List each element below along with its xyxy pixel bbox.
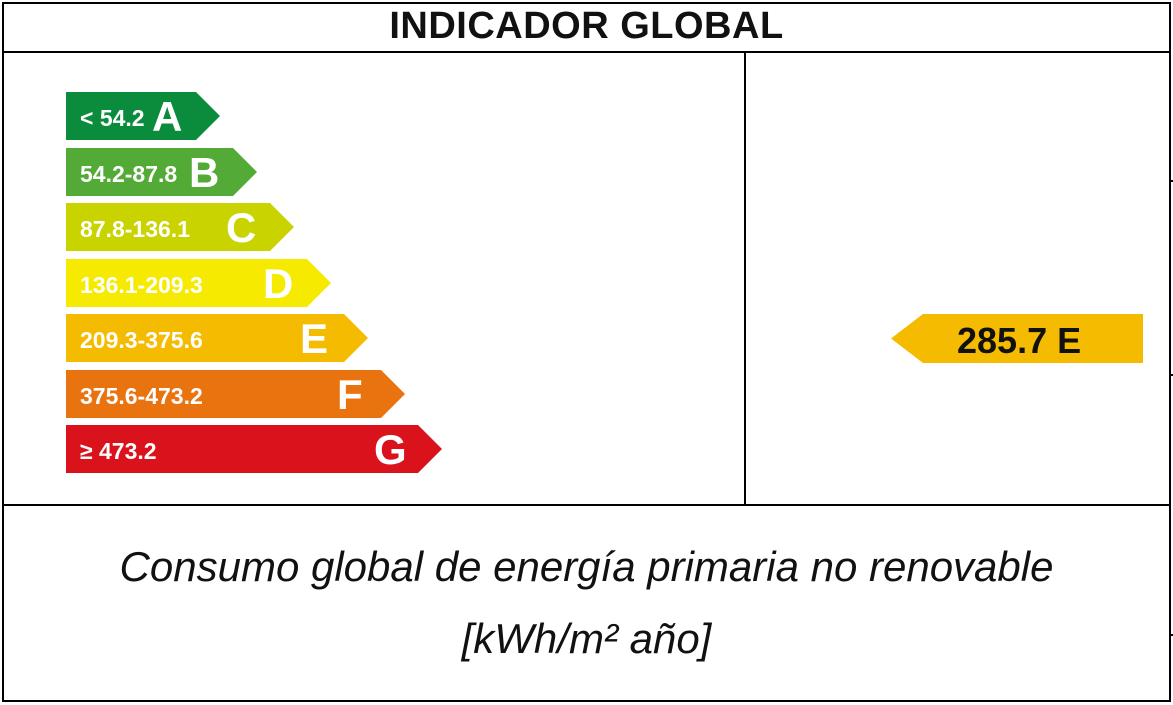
column-divider xyxy=(744,53,746,505)
rating-bar-b: 54.2-87.8 B xyxy=(66,148,257,196)
rating-letter: G xyxy=(374,426,407,473)
rating-bar-e: 209.3-375.6 E xyxy=(66,314,368,362)
rating-indicator-value: 285.7 E xyxy=(957,320,1082,361)
rating-letter: F xyxy=(337,371,363,418)
edge-tick xyxy=(1170,634,1173,636)
rating-indicator: 285.7 E xyxy=(891,314,1143,363)
indicator-caption: Consumo global de energía primaria no re… xyxy=(2,506,1171,700)
rating-bar-shape xyxy=(66,203,294,251)
rating-range-label: 209.3-375.6 xyxy=(80,327,203,353)
edge-tick xyxy=(1170,374,1173,376)
edge-tick xyxy=(1170,180,1173,182)
rating-range-label: 375.6-473.2 xyxy=(80,383,203,409)
rating-bar-shape xyxy=(66,148,257,196)
rating-bar-shape xyxy=(66,370,405,418)
caption-unit: [kWh/m² año] xyxy=(461,615,712,662)
rating-bar-shape xyxy=(66,425,442,473)
rating-bar-g: ≥ 473.2 G xyxy=(66,425,442,473)
row-divider xyxy=(2,504,1171,506)
rating-bar-c: 87.8-136.1 C xyxy=(66,203,294,251)
rating-letter: E xyxy=(300,315,329,362)
page-title: INDICADOR GLOBAL xyxy=(2,2,1171,53)
rating-indicator-arrow xyxy=(891,314,1143,363)
rating-letter: D xyxy=(263,260,294,307)
rating-range-label: ≥ 473.2 xyxy=(80,438,157,464)
rating-letter: A xyxy=(152,93,183,140)
rating-bar-shape xyxy=(66,314,368,362)
rating-bar-f: 375.6-473.2 F xyxy=(66,370,405,418)
rating-range-label: 54.2-87.8 xyxy=(80,161,178,187)
rating-range-label: 87.8-136.1 xyxy=(80,216,190,242)
caption-line-1: Consumo global de energía primaria no re… xyxy=(119,543,1054,590)
rating-range-label: < 54.2 xyxy=(80,105,145,131)
rating-letter: C xyxy=(226,204,257,251)
rating-bar-shape xyxy=(66,92,220,140)
rating-bar-d: 136.1-209.3 D xyxy=(66,259,331,307)
rating-bar-a: < 54.2 A xyxy=(66,92,220,140)
rating-bar-shape xyxy=(66,259,331,307)
rating-range-label: 136.1-209.3 xyxy=(80,272,203,298)
rating-letter: B xyxy=(189,149,220,196)
